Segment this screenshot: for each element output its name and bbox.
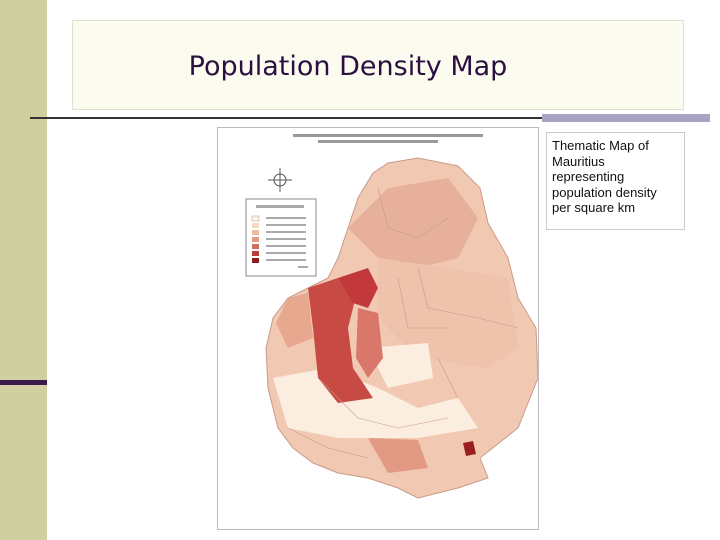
map-header [293,134,483,143]
sidebar-accent [0,380,47,385]
caption-line: Thematic Map of [552,138,649,153]
map-image [217,127,539,530]
caption-line: per square km [552,200,636,215]
title-box: Population Density Map [72,20,684,110]
east-region [378,258,518,368]
caption-line: Mauritius [552,153,605,169]
boundaries [287,187,519,459]
divider [30,117,542,119]
legend-text [256,205,308,268]
south-region [368,438,428,473]
urban-corridor [308,278,373,403]
divider-accent [542,114,710,122]
mahebourg [463,441,476,456]
caption-box: Thematic Map of Mauritius representing p… [546,132,685,230]
sidebar [0,0,47,540]
caption-line: representing [552,169,625,184]
port-louis [338,268,378,308]
suburb-region [356,308,383,378]
central-region [368,343,433,388]
slide-title: Population Density Map [188,51,508,82]
north-arrow [268,168,292,192]
map [245,134,539,499]
legend-swatches [251,215,260,263]
north-region [348,178,478,268]
caption-line: population density [552,184,657,200]
west-region [276,293,313,348]
